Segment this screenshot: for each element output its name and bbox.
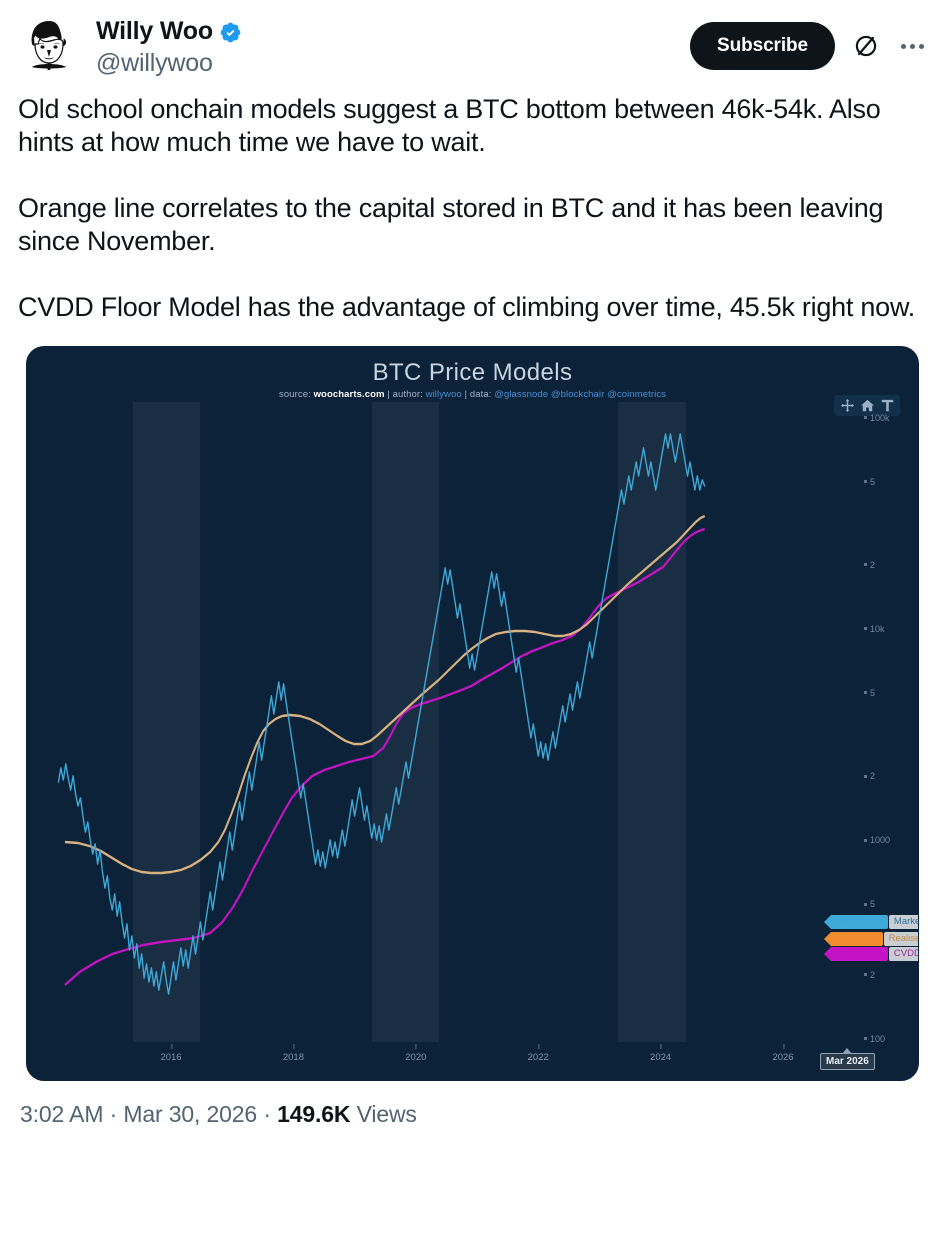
y-tick: 2 xyxy=(864,771,875,781)
y-tick-label: 2 xyxy=(870,559,876,570)
home-icon[interactable] xyxy=(858,398,876,413)
verified-badge-icon xyxy=(219,21,242,44)
x-tick-label: 2024 xyxy=(650,1051,672,1063)
x-tick: 2026 xyxy=(772,1043,794,1063)
y-tick: 10k xyxy=(864,624,885,634)
chart-container: BTC Price Models source: woocharts.com |… xyxy=(0,324,945,1081)
tweet-header: Willy Woo @willywoo Subscribe xyxy=(0,0,945,79)
subscribe-button[interactable]: Subscribe xyxy=(690,22,835,70)
footer-sep-1: · xyxy=(103,1100,124,1127)
chart-plot-area[interactable] xyxy=(47,401,863,1042)
tweet-time: 3:02 AM xyxy=(20,1100,104,1127)
y-tick-label: 2 xyxy=(870,969,876,980)
chart-y-axis: 100k 5 2 10k 5 2 1000 5 2 100 xyxy=(864,402,912,1044)
tweet-body-text: Old school onchain models suggest a BTC … xyxy=(18,93,915,322)
series-line-market-price xyxy=(57,432,706,995)
x-tick: 2022 xyxy=(527,1043,549,1063)
y-tick: 100 xyxy=(864,1034,885,1044)
y-tick-label: 5 xyxy=(870,476,876,487)
tweet-card: Willy Woo @willywoo Subscribe xyxy=(0,0,945,1128)
subtitle-mid: | author: xyxy=(384,388,426,400)
views-count: 149.6K xyxy=(277,1100,351,1127)
shaded-band-2024 xyxy=(618,401,686,1042)
chart-subtitle: source: woocharts.com | author: willywoo… xyxy=(27,389,918,400)
y-tick: 2 xyxy=(864,560,875,570)
subtitle-mid2: | data: xyxy=(461,388,495,400)
subtitle-author[interactable]: willywoo xyxy=(425,388,462,400)
views-label[interactable]: Views xyxy=(350,1100,417,1127)
header-actions: Subscribe xyxy=(690,22,927,70)
btc-price-models-chart[interactable]: BTC Price Models source: woocharts.com |… xyxy=(26,345,919,1081)
y-tick: 100k xyxy=(864,413,890,423)
x-tick: 2024 xyxy=(650,1043,672,1063)
series-line-cvdd-floor xyxy=(64,527,705,986)
tweet-footer: 3:02 AM · Mar 30, 2026 · 149.6K Views xyxy=(0,1081,945,1128)
cursor-date-badge: Mar 2026 xyxy=(820,1047,875,1070)
y-tick-label: 5 xyxy=(870,687,876,698)
y-tick: 5 xyxy=(864,477,875,487)
y-tick: 5 xyxy=(864,688,875,698)
user-handle[interactable]: @willywoo xyxy=(96,48,213,77)
avatar[interactable] xyxy=(18,16,80,78)
y-tick-label: 100k xyxy=(870,412,890,423)
pan-icon[interactable] xyxy=(838,398,856,413)
shaded-band-2016 xyxy=(132,401,201,1042)
x-tick-label: 2020 xyxy=(405,1051,427,1063)
chart-toolbar[interactable] xyxy=(834,394,900,416)
y-tick: 2 xyxy=(864,970,875,980)
series-line-realised xyxy=(64,514,706,874)
zoom-reset-icon[interactable] xyxy=(878,398,896,413)
y-tick: 1000 xyxy=(864,835,890,845)
user-identity: Willy Woo @willywoo xyxy=(96,14,242,79)
y-tick-label: 10k xyxy=(870,623,885,634)
y-tick-label: 1000 xyxy=(870,835,891,846)
subtitle-source[interactable]: woocharts.com xyxy=(313,388,385,400)
chart-title: BTC Price Models xyxy=(372,358,573,386)
x-tick: 2016 xyxy=(160,1043,182,1063)
x-tick-label: 2018 xyxy=(282,1051,304,1063)
y-tick-label: 100 xyxy=(870,1033,886,1044)
display-name: Willy Woo xyxy=(96,17,213,45)
shaded-band-2020 xyxy=(371,401,440,1042)
y-tick-label: 2 xyxy=(870,771,876,782)
x-tick: 2018 xyxy=(282,1043,304,1063)
y-tick: 5 xyxy=(864,899,875,909)
chart-series-svg xyxy=(57,432,706,995)
tweet-date: Mar 30, 2026 xyxy=(123,1100,258,1127)
more-options-icon[interactable] xyxy=(897,31,927,61)
subtitle-prefix: source: xyxy=(278,388,314,400)
footer-sep-2: · xyxy=(257,1100,278,1127)
x-tick-label: 2026 xyxy=(772,1051,794,1063)
x-tick-label: 2022 xyxy=(527,1051,549,1063)
chart-x-axis: 2016 2018 2020 2022 2024 2026 xyxy=(47,1042,863,1070)
x-tick-label: 2016 xyxy=(160,1051,182,1063)
grok-icon[interactable] xyxy=(851,31,881,61)
x-tick: 2020 xyxy=(405,1043,427,1063)
subtitle-data-sources[interactable]: @glassnode @blockchair @coinmetrics xyxy=(494,388,667,400)
y-tick-label: 5 xyxy=(870,899,876,910)
